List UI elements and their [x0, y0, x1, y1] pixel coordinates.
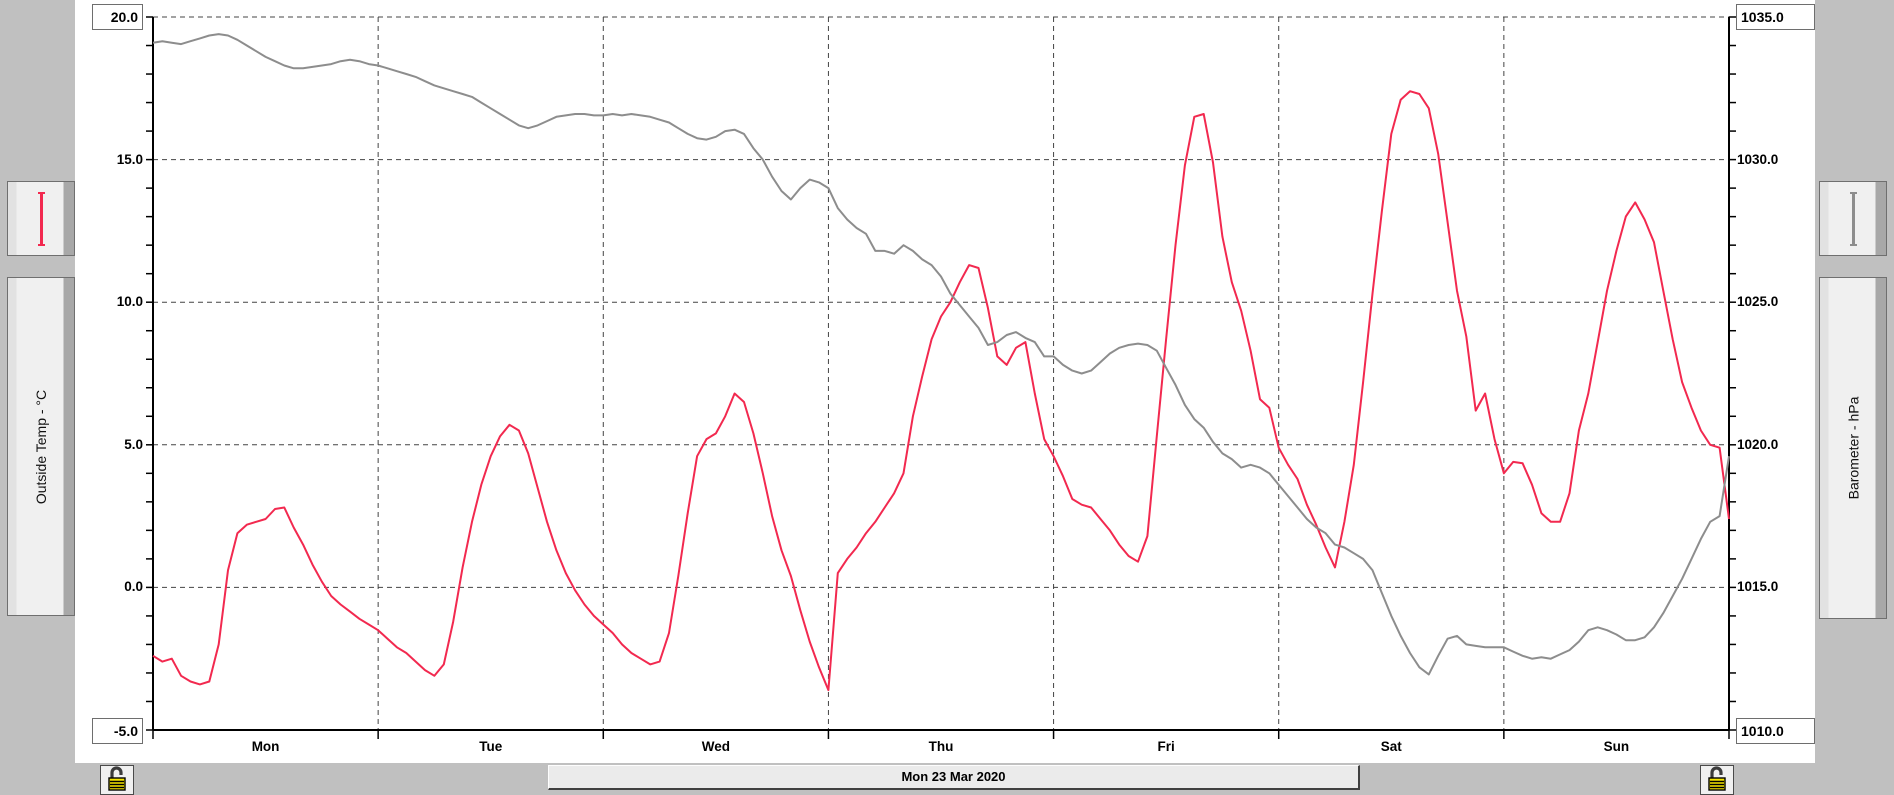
temp-axis-tick-label: 5.0: [124, 436, 143, 452]
baro-axis-label-panel[interactable]: Barometer - hPa: [1819, 277, 1887, 619]
temp-axis-tick-label: 15.0: [116, 151, 143, 167]
unlock-icon: [106, 765, 128, 795]
temp-series-line: [152, 90, 1730, 692]
temp-axis-tick-label: 10.0: [116, 294, 143, 310]
x-axis-day-label: Wed: [701, 739, 730, 754]
left-time-lock-button[interactable]: [100, 765, 134, 795]
baro-legend-swatch-panel[interactable]: [1819, 181, 1887, 256]
baro-axis-tick-label: 1015.0: [1737, 579, 1779, 595]
baro-axis-tick-label: 1030.0: [1737, 151, 1779, 167]
temp-axis-min-field[interactable]: -5.0: [92, 718, 143, 744]
x-axis-day-label: Sun: [1603, 739, 1630, 754]
chart-panel: 20.0 -5.0 1035.0 1010.0 15.0 10.0 5.0 0.0 10…: [75, 0, 1815, 763]
x-axis-day-label: Fri: [1157, 739, 1175, 754]
right-time-lock-button[interactable]: [1700, 765, 1734, 795]
temp-axis-label: Outside Temp - °C: [33, 389, 49, 504]
baro-axis-min-field[interactable]: 1010.0: [1736, 718, 1815, 744]
x-axis-day-label: Sat: [1380, 739, 1402, 754]
baro-axis-tick-label: 1020.0: [1737, 436, 1779, 452]
plot-area: [146, 16, 1736, 739]
baro-axis-label: Barometer - hPa: [1845, 396, 1861, 500]
baro-axis-max-field[interactable]: 1035.0: [1736, 4, 1815, 30]
temp-axis-max-field[interactable]: 20.0: [92, 4, 143, 30]
x-axis-day-label: Tue: [479, 739, 503, 754]
temp-axis-tick-label: 0.0: [124, 579, 143, 595]
temp-series-swatch: [37, 191, 45, 246]
x-axis-day-label: Mon: [251, 739, 280, 754]
baro-series-swatch: [1849, 191, 1857, 246]
time-scrollbar-thumb[interactable]: Mon 23 Mar 2020: [548, 765, 1360, 790]
baro-axis-tick-label: 1025.0: [1737, 294, 1779, 310]
unlock-icon: [1706, 765, 1728, 795]
temp-legend-swatch-panel[interactable]: [7, 181, 75, 256]
temp-axis-label-panel[interactable]: Outside Temp - °C: [7, 277, 75, 616]
x-axis-day-label: Thu: [928, 739, 954, 754]
baro-series-line: [152, 33, 1730, 676]
